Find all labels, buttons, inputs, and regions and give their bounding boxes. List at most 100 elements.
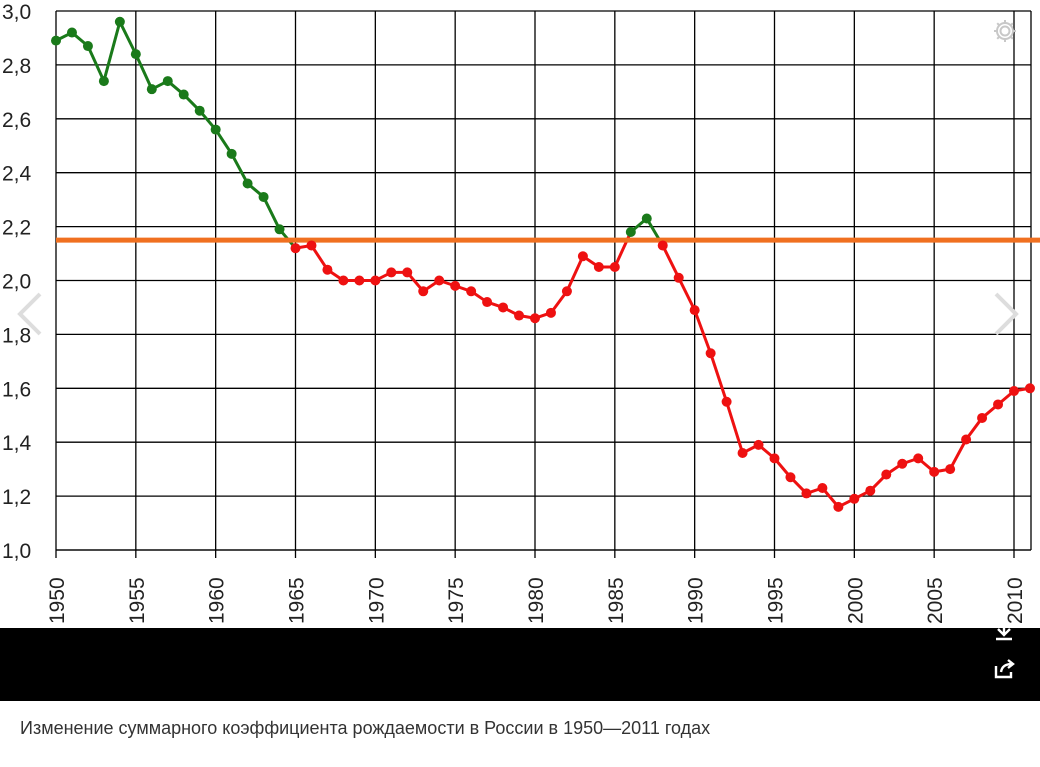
data-point [817,483,828,494]
data-point [849,493,860,504]
data-point [338,275,349,286]
data-point [689,305,700,316]
y-tick-label: 2,4 [2,163,32,186]
series-line-segment [677,276,697,312]
x-tick-label: 1995 [765,577,788,624]
data-point [609,262,620,273]
data-point [913,453,924,464]
x-tick-label: 1955 [126,577,149,624]
y-tick-label: 1,6 [2,378,31,401]
data-point [721,396,732,407]
data-point [961,434,972,445]
data-point [242,178,253,189]
data-point [274,224,285,235]
x-tick-label: 1980 [525,577,548,624]
data-point [434,275,445,286]
y-tick-label: 2,8 [2,55,31,78]
data-point [210,124,221,135]
x-tick-label: 2000 [844,577,867,624]
series-line-segment [102,20,122,83]
data-point [178,89,189,100]
data-point [945,464,956,475]
y-tick-label: 2,2 [2,217,31,240]
data-point [705,348,716,359]
x-tick-label: 1970 [365,577,388,624]
chevron-right-icon[interactable] [992,292,1020,341]
data-point [897,458,908,469]
data-point [641,213,652,224]
y-tick-label: 1,4 [2,432,32,455]
data-point [833,501,844,512]
data-point [545,307,556,318]
data-point [514,310,525,321]
data-point [386,267,397,278]
data-point [657,240,668,251]
data-point [737,447,748,458]
data-point [258,191,269,202]
share-icon[interactable] [994,659,1016,682]
y-tick-label: 2,0 [2,271,31,294]
data-point [146,84,157,95]
data-point [993,399,1004,410]
data-point [322,264,333,275]
data-point [977,412,988,423]
y-tick-label: 1,8 [2,324,31,347]
media-toolbar [0,621,1040,701]
fertility-line-chart: 1,0 1,2 1,4 1,6 1,8 2,0 2,2 2,4 2,6 2,8 3,0 1950 195… [2,1,1040,624]
data-point [370,275,381,286]
data-point [801,488,812,499]
x-tick-label: 2010 [1004,577,1027,624]
series-line-segment [134,52,154,91]
data-point [98,76,109,87]
data-point [561,286,572,297]
series-line-segment [613,230,633,269]
download-icon[interactable] [994,620,1014,645]
chart-area: 1,0 1,2 1,4 1,6 1,8 2,0 2,2 2,4 2,6 2,8 3,0 1950 195… [2,1,1040,624]
y-tick-label: 3,0 [2,1,31,24]
x-tick-label: 1960 [206,577,229,624]
series-line-segment [693,308,713,355]
data-point [625,226,636,237]
data-point [466,286,477,297]
data-point [354,275,365,286]
data-point [753,439,764,450]
series-line-segment [661,243,681,280]
chevron-left-icon[interactable] [16,292,44,341]
data-point [290,243,301,254]
data-point [785,472,796,483]
data-point [194,105,205,116]
series-line-segment [725,400,745,455]
gear-icon[interactable] [992,18,1018,49]
x-tick-label: 1950 [46,577,69,624]
data-point [769,453,780,464]
data-point [418,286,429,297]
data-point [498,302,509,313]
data-point [929,466,940,477]
x-tick-label: 2005 [924,577,947,624]
data-point [66,27,77,38]
series-line-segment [948,438,968,471]
x-tick-label: 1990 [685,577,708,624]
series-line-segment [565,254,585,293]
data-point [402,267,413,278]
data-point [530,313,540,324]
series-line-segment [709,351,729,404]
data-point [114,16,125,27]
data-point [1024,383,1035,394]
data-point [450,280,461,291]
series-line-segment [262,195,282,231]
data-point [673,272,684,283]
x-tick-label: 1975 [445,577,468,624]
data-point [130,49,141,60]
y-tick-label: 1,0 [2,540,31,563]
data-point [162,76,173,87]
series-line-segment [230,152,250,185]
data-point [881,469,892,480]
data-point [306,240,317,251]
data-point [1009,385,1019,396]
series-line-segment [118,20,138,56]
series-line-segment [86,44,106,83]
x-tick-label: 1985 [605,577,628,624]
data-point [577,251,588,262]
data-point [51,35,61,46]
